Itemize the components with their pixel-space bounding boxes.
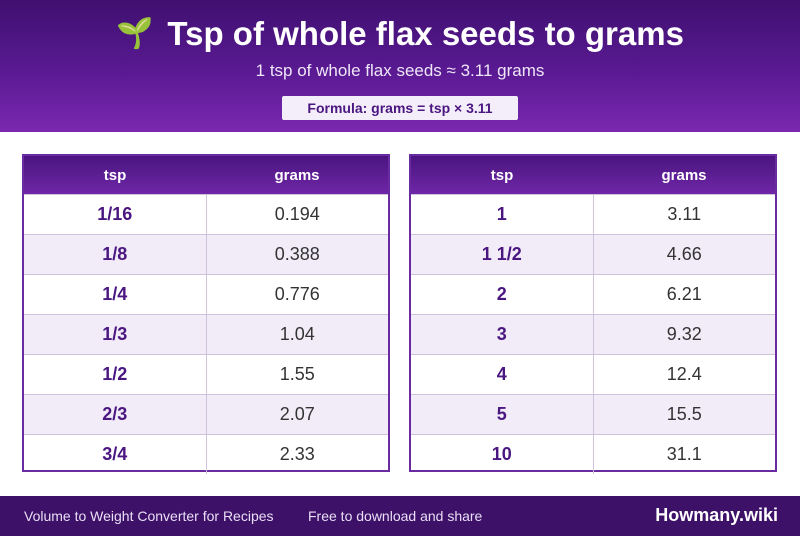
footer-note: Free to download and share — [308, 508, 483, 524]
table-row: 4 12.4 — [411, 354, 775, 394]
grams-cell: 0.776 — [274, 284, 320, 304]
tsp-cell: 5 — [411, 395, 594, 434]
grams-cell: 31.1 — [666, 444, 702, 464]
footer: Volume to Weight Converter for Recipes F… — [0, 496, 800, 536]
table-row: 3 9.32 — [411, 314, 775, 354]
tsp-cell: 3 — [411, 315, 594, 354]
footer-tagline: Volume to Weight Converter for Recipes — [24, 508, 274, 524]
grams-cell: 4.66 — [666, 244, 702, 264]
tsp-cell: 1/4 — [24, 275, 207, 314]
column-header-grams: grams — [274, 166, 320, 184]
grams-cell: 3.11 — [667, 204, 702, 224]
grams-cell: 2.33 — [279, 444, 315, 464]
tsp-cell: 2 — [411, 275, 594, 314]
brand-logo: Howmany.wiki — [655, 505, 778, 525]
tsp-cell: 1/16 — [24, 195, 207, 234]
table-row: 1/8 0.388 — [24, 234, 388, 274]
conversion-table-right: tsp grams 1 3.11 1 1/2 4.66 2 6.21 3 9.3… — [409, 154, 777, 474]
table-row: 3/4 2.33 — [24, 434, 388, 474]
page-title: Tsp of whole flax seeds to grams — [167, 15, 684, 52]
page-subtitle: 1 tsp of whole flax seeds ≈ 3.11 grams — [255, 61, 545, 80]
tsp-cell: 3/4 — [24, 435, 207, 474]
grams-cell: 0.194 — [274, 204, 320, 224]
conversion-table-left: tsp grams 1/16 0.194 1/8 0.388 1/4 0.776… — [22, 154, 390, 474]
tsp-cell: 1/2 — [24, 355, 207, 394]
table-row: 1/3 1.04 — [24, 314, 388, 354]
title-row: 🌱 Tsp of whole flax seeds to grams — [0, 14, 800, 54]
grams-cell: 1.04 — [279, 324, 315, 344]
sprout-icon: 🌱 — [116, 17, 154, 50]
table-row: 1 1/2 4.66 — [411, 234, 775, 274]
table-row: 1/2 1.55 — [24, 354, 388, 394]
header: 🌱 Tsp of whole flax seeds to grams 1 tsp… — [0, 0, 800, 132]
table-row: 10 31.1 — [411, 434, 775, 474]
column-header-tsp: tsp — [103, 166, 127, 184]
tsp-cell: 1 — [411, 195, 594, 234]
grams-cell: 12.4 — [666, 364, 702, 384]
table-header: tsp grams — [24, 156, 388, 194]
column-header-grams: grams — [661, 166, 707, 184]
grams-cell: 9.32 — [666, 324, 702, 344]
table-row: 1/16 0.194 — [24, 194, 388, 234]
grams-cell: 0.388 — [274, 244, 320, 264]
table-row: 1/4 0.776 — [24, 274, 388, 314]
tsp-cell: 1/3 — [24, 315, 207, 354]
tsp-cell: 10 — [411, 435, 594, 474]
formula-badge: Formula: grams = tsp × 3.11 — [282, 96, 518, 120]
tsp-cell: 2/3 — [24, 395, 207, 434]
tsp-cell: 1 1/2 — [411, 235, 594, 274]
table-row: 2 6.21 — [411, 274, 775, 314]
column-header-tsp: tsp — [490, 166, 514, 184]
table-header: tsp grams — [411, 156, 775, 194]
grams-cell: 6.21 — [666, 284, 702, 304]
tsp-cell: 1/8 — [24, 235, 207, 274]
grams-cell: 1.55 — [279, 364, 315, 384]
grams-cell: 2.07 — [279, 404, 315, 424]
grams-cell: 15.5 — [666, 404, 702, 424]
table-row: 1 3.11 — [411, 194, 775, 234]
tsp-cell: 4 — [411, 355, 594, 394]
table-row: 5 15.5 — [411, 394, 775, 434]
table-row: 2/3 2.07 — [24, 394, 388, 434]
